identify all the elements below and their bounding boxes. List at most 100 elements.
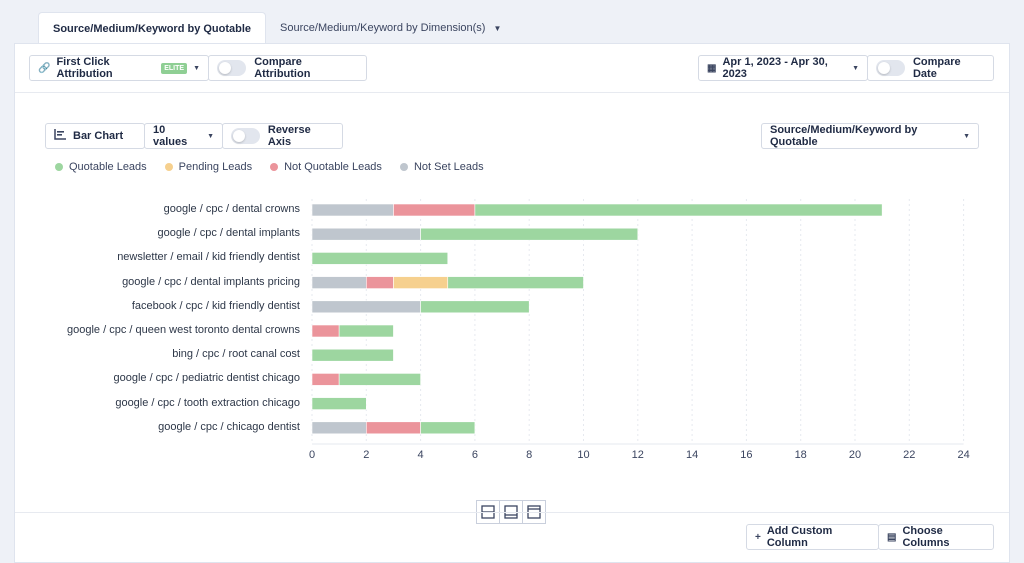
dimension-select[interactable]: Source/Medium/Keyword by Quotable ▼ (761, 123, 979, 149)
report-panel: 🔗 First Click Attribution ELITE ▼ Compar… (14, 43, 1010, 563)
x-tick-label: 22 (903, 449, 916, 461)
compare-attribution-toggle[interactable]: Compare Attribution (208, 55, 367, 81)
columns-icon: ▤ (887, 531, 897, 543)
tab-quotable-label: Source/Medium/Keyword by Quotable (53, 22, 252, 35)
x-tick-label: 12 (631, 449, 644, 461)
bar-segment-not_quotable[interactable] (393, 203, 476, 217)
divider (15, 92, 1009, 93)
bar-segment-quotable[interactable] (311, 252, 449, 265)
compare-attribution-label: Compare Attribution (254, 56, 311, 80)
attribution-label: First Click Attribution (56, 56, 113, 80)
bar-segment-quotable[interactable] (311, 348, 394, 362)
legend-quotable[interactable]: Quotable Leads (55, 161, 147, 173)
legend-dot (164, 163, 173, 171)
chevron-down-icon: ▼ (493, 23, 502, 33)
attribution-dropdown[interactable]: 🔗 First Click Attribution ELITE ▼ (29, 55, 209, 81)
divider (15, 512, 1009, 513)
bar-segment-not_set[interactable] (311, 203, 394, 217)
tab-dimensions-label: Source/Medium/Keyword by Dimension(s) (280, 22, 486, 34)
bar-segment-quotable[interactable] (447, 276, 584, 289)
choose-columns-button[interactable]: ▤ Choose Columns (878, 524, 994, 550)
bar-segment-pending[interactable] (393, 276, 449, 289)
add-custom-column-label: Add Custom Column (766, 525, 833, 549)
link-icon: 🔗 (38, 62, 51, 74)
bar-segment-not_set[interactable] (311, 227, 421, 241)
legend-label: Not Quotable Leads (284, 161, 382, 173)
y-tick-label: google / cpc / dental implants pricing (122, 275, 300, 288)
x-tick-label: 4 (417, 449, 424, 461)
chevron-down-icon: ▼ (963, 132, 970, 140)
x-tick-label: 20 (848, 449, 862, 461)
y-tick-label: google / cpc / dental crowns (163, 203, 300, 215)
values-count-label: 10 values (153, 124, 188, 148)
legend-dot (270, 163, 279, 171)
bar-segment-not_quotable[interactable] (365, 276, 394, 289)
y-tick-label: bing / cpc / root canal cost (172, 348, 300, 361)
compare-date-toggle[interactable]: Compare Date (867, 55, 994, 81)
values-count-select[interactable]: 10 values ▼ (144, 123, 223, 149)
bar-segment-quotable[interactable] (338, 373, 421, 386)
bar-segment-quotable[interactable] (420, 300, 530, 314)
bar-segment-quotable[interactable] (311, 397, 367, 410)
legend-pending[interactable]: Pending Leads (164, 161, 253, 173)
reverse-axis-label: Reverse Axis (267, 124, 311, 148)
dimension-select-label: Source/Medium/Keyword by Quotable (770, 124, 918, 148)
x-tick-label: 6 (471, 449, 478, 461)
y-tick-label: google / cpc / tooth extraction chicago (115, 396, 300, 409)
date-range-label: Apr 1, 2023 - Apr 30, 2023 (722, 56, 828, 80)
x-tick-label: 10 (577, 449, 590, 461)
legend-label: Quotable Leads (69, 161, 147, 173)
report-tabs: Source/Medium/Keyword by Quotable Source… (38, 12, 515, 44)
x-tick-label: 2 (363, 449, 370, 461)
bar-segment-quotable[interactable] (420, 421, 476, 435)
x-tick-label: 24 (957, 449, 970, 461)
choose-columns-label: Choose Columns (902, 525, 950, 549)
toggle-switch[interactable] (876, 60, 905, 76)
calendar-icon: ▦ (707, 62, 717, 74)
y-tick-label: google / cpc / dental implants (157, 227, 300, 240)
legend-dot (399, 163, 408, 171)
y-tick-label: google / cpc / queen west toronto dental… (67, 324, 300, 336)
tab-dimensions[interactable]: Source/Medium/Keyword by Dimension(s) ▼ (266, 12, 515, 44)
x-tick-label: 0 (308, 449, 316, 461)
chart-legend: Quotable Leads Pending Leads Not Quotabl… (55, 161, 484, 173)
y-tick-label: facebook / cpc / kid friendly dentist (131, 299, 300, 312)
bar-segment-not_quotable[interactable] (311, 324, 340, 338)
date-range-picker[interactable]: ▦ Apr 1, 2023 - Apr 30, 2023 ▼ (698, 55, 868, 81)
legend-label: Not Set Leads (413, 161, 484, 173)
bar-segment-not_set[interactable] (311, 276, 367, 289)
chevron-down-icon: ▼ (207, 132, 214, 140)
chart-type-select[interactable]: Bar Chart (45, 123, 145, 149)
legend-dot (55, 163, 63, 171)
toggle-switch[interactable] (217, 60, 247, 76)
chevron-down-icon: ▼ (852, 64, 859, 72)
bar-chart-icon (54, 129, 67, 143)
bar-segment-not_set[interactable] (311, 300, 421, 314)
toggle-switch[interactable] (231, 128, 260, 144)
bar-segment-quotable[interactable] (474, 203, 883, 217)
chart-type-label: Bar Chart (73, 130, 124, 142)
add-custom-column-button[interactable]: + Add Custom Column (746, 524, 879, 550)
chevron-down-icon: ▼ (193, 64, 200, 72)
compare-date-label: Compare Date (912, 56, 961, 80)
x-tick-label: 18 (794, 449, 807, 461)
bar-segment-not_set[interactable] (311, 421, 367, 435)
y-tick-label: google / cpc / pediatric dentist chicago (113, 372, 300, 385)
elite-badge: ELITE (161, 62, 188, 74)
plus-icon: + (755, 531, 761, 543)
y-tick-label: newsletter / email / kid friendly dentis… (117, 251, 300, 264)
legend-label: Pending Leads (178, 161, 253, 173)
legend-not-quotable[interactable]: Not Quotable Leads (270, 161, 382, 173)
chart-svg (311, 199, 965, 445)
tab-quotable[interactable]: Source/Medium/Keyword by Quotable (38, 12, 267, 44)
bar-segment-quotable[interactable] (420, 227, 639, 241)
bar-segment-quotable[interactable] (338, 324, 394, 338)
legend-not-set[interactable]: Not Set Leads (399, 161, 484, 173)
x-tick-label: 14 (685, 449, 699, 461)
reverse-axis-toggle[interactable]: Reverse Axis (222, 123, 343, 149)
x-tick-label: 16 (740, 449, 753, 461)
x-tick-label: 8 (526, 449, 533, 461)
y-tick-label: google / cpc / chicago dentist (158, 420, 300, 433)
bar-segment-not_quotable[interactable] (365, 421, 421, 435)
bar-segment-not_quotable[interactable] (311, 373, 340, 386)
